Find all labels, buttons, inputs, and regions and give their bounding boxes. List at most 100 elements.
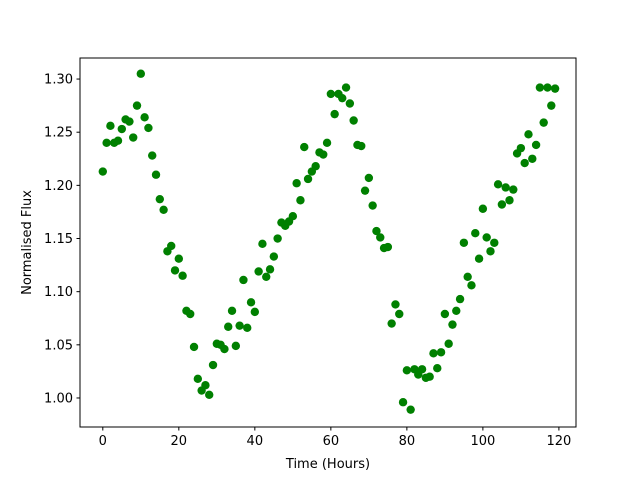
point — [550, 84, 560, 93]
point — [243, 323, 252, 333]
point — [357, 141, 366, 151]
point — [372, 226, 381, 236]
point — [440, 309, 450, 319]
point — [436, 348, 446, 357]
point — [288, 211, 298, 221]
point — [547, 101, 556, 110]
point — [429, 349, 438, 358]
point — [326, 89, 336, 99]
point — [322, 138, 332, 148]
point — [106, 121, 115, 131]
y-tick-label: 1.00 — [44, 391, 73, 406]
point — [391, 300, 400, 309]
point — [300, 142, 309, 152]
point — [178, 271, 187, 280]
point — [395, 309, 404, 319]
point — [338, 93, 347, 103]
point — [345, 99, 355, 108]
point — [311, 162, 320, 171]
x-tick-label: 100 — [470, 434, 495, 449]
point — [132, 101, 142, 110]
point — [254, 267, 263, 276]
y-tick-label: 1.25 — [44, 126, 73, 141]
point — [383, 242, 393, 252]
x-axis-label: Time (Hours) — [285, 457, 370, 472]
point — [387, 319, 396, 328]
point — [486, 247, 495, 256]
point — [402, 366, 412, 375]
point — [452, 306, 461, 316]
point — [448, 320, 457, 329]
point — [341, 83, 351, 92]
axes-frame — [79, 57, 577, 428]
point — [520, 158, 529, 168]
point — [398, 398, 408, 407]
point — [539, 118, 548, 127]
point — [208, 360, 218, 370]
point — [368, 201, 377, 210]
point — [98, 167, 108, 176]
x-tick-label: 0 — [99, 434, 107, 449]
point — [262, 272, 271, 281]
point — [417, 365, 427, 374]
point — [406, 405, 415, 414]
point — [136, 69, 146, 78]
y-tick-label: 1.10 — [44, 285, 73, 300]
point — [220, 344, 229, 354]
point — [144, 123, 153, 133]
point — [189, 342, 199, 352]
point — [330, 109, 339, 119]
point — [235, 321, 244, 330]
point — [296, 196, 305, 205]
point — [528, 154, 537, 163]
point — [524, 130, 533, 139]
point — [364, 173, 374, 183]
point — [349, 116, 358, 125]
point — [231, 341, 241, 351]
point — [531, 140, 541, 150]
point — [269, 252, 279, 261]
point — [459, 238, 469, 247]
point — [224, 322, 233, 331]
point — [543, 83, 552, 92]
point — [505, 196, 514, 205]
x-tick-label: 20 — [171, 434, 188, 449]
point — [205, 390, 214, 399]
point — [186, 309, 195, 319]
point — [159, 205, 168, 215]
point — [425, 372, 434, 381]
point — [376, 233, 385, 242]
y-tick-label: 1.15 — [44, 232, 73, 247]
point — [535, 83, 545, 92]
point — [265, 265, 275, 274]
point — [497, 200, 507, 209]
point — [455, 294, 465, 304]
point — [360, 186, 370, 195]
point — [246, 298, 256, 307]
x-tick-label: 60 — [323, 434, 340, 449]
point — [482, 233, 491, 242]
point — [509, 185, 518, 194]
point — [478, 204, 488, 213]
point — [471, 228, 480, 238]
point — [129, 133, 138, 142]
point — [125, 117, 134, 126]
point — [501, 183, 510, 192]
point — [239, 275, 248, 285]
point — [170, 266, 180, 275]
point — [433, 364, 442, 373]
x-tick-label: 40 — [247, 434, 264, 449]
point — [273, 234, 282, 243]
point — [174, 254, 184, 263]
point — [250, 307, 260, 317]
point — [303, 174, 313, 184]
x-tick-label: 120 — [546, 434, 571, 449]
point — [102, 138, 111, 148]
point — [493, 180, 503, 189]
point — [140, 113, 149, 122]
y-tick-label: 1.05 — [44, 338, 73, 353]
point — [167, 241, 176, 251]
point — [463, 272, 472, 281]
point — [490, 238, 499, 247]
